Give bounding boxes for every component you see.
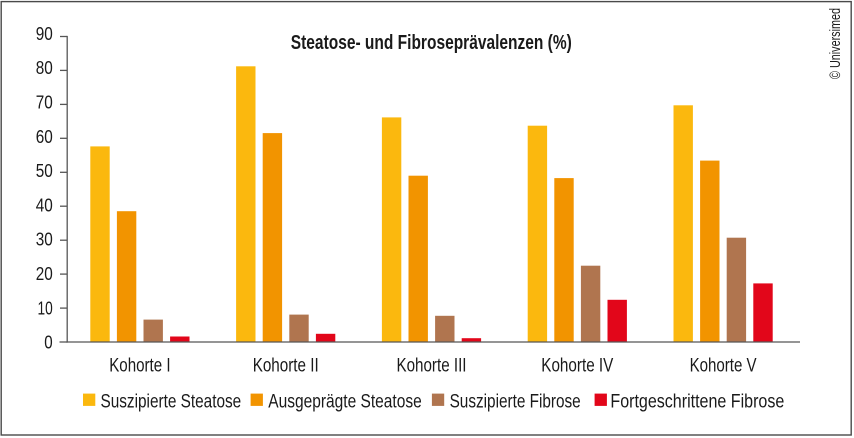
svg-text:Suszipierte Steatose: Suszipierte Steatose xyxy=(101,391,242,412)
svg-text:10: 10 xyxy=(38,298,53,318)
svg-text:Fortgeschrittene Fibrose: Fortgeschrittene Fibrose xyxy=(610,391,784,412)
svg-text:Kohorte IV: Kohorte IV xyxy=(541,356,613,377)
svg-text:80: 80 xyxy=(36,58,53,78)
svg-text:© Universimed: © Universimed xyxy=(827,8,844,79)
svg-text:60: 60 xyxy=(36,127,53,147)
svg-text:50: 50 xyxy=(36,161,53,181)
svg-text:Kohorte II: Kohorte II xyxy=(253,356,319,377)
svg-text:90: 90 xyxy=(36,24,53,44)
svg-text:Kohorte V: Kohorte V xyxy=(690,356,757,377)
svg-text:Kohorte I: Kohorte I xyxy=(109,356,170,377)
svg-text:Steatose- und Fibroseprävalenz: Steatose- und Fibroseprävalenzen (%) xyxy=(291,32,572,54)
svg-text:40: 40 xyxy=(36,195,53,215)
svg-text:0: 0 xyxy=(44,333,52,353)
svg-text:Ausgeprägte Steatose: Ausgeprägte Steatose xyxy=(268,391,421,412)
svg-text:Suszipierte Fibrose: Suszipierte Fibrose xyxy=(450,391,581,412)
svg-text:Kohorte III: Kohorte III xyxy=(397,356,467,377)
svg-text:30: 30 xyxy=(36,230,53,250)
svg-text:20: 20 xyxy=(36,264,53,284)
svg-text:70: 70 xyxy=(36,93,53,113)
